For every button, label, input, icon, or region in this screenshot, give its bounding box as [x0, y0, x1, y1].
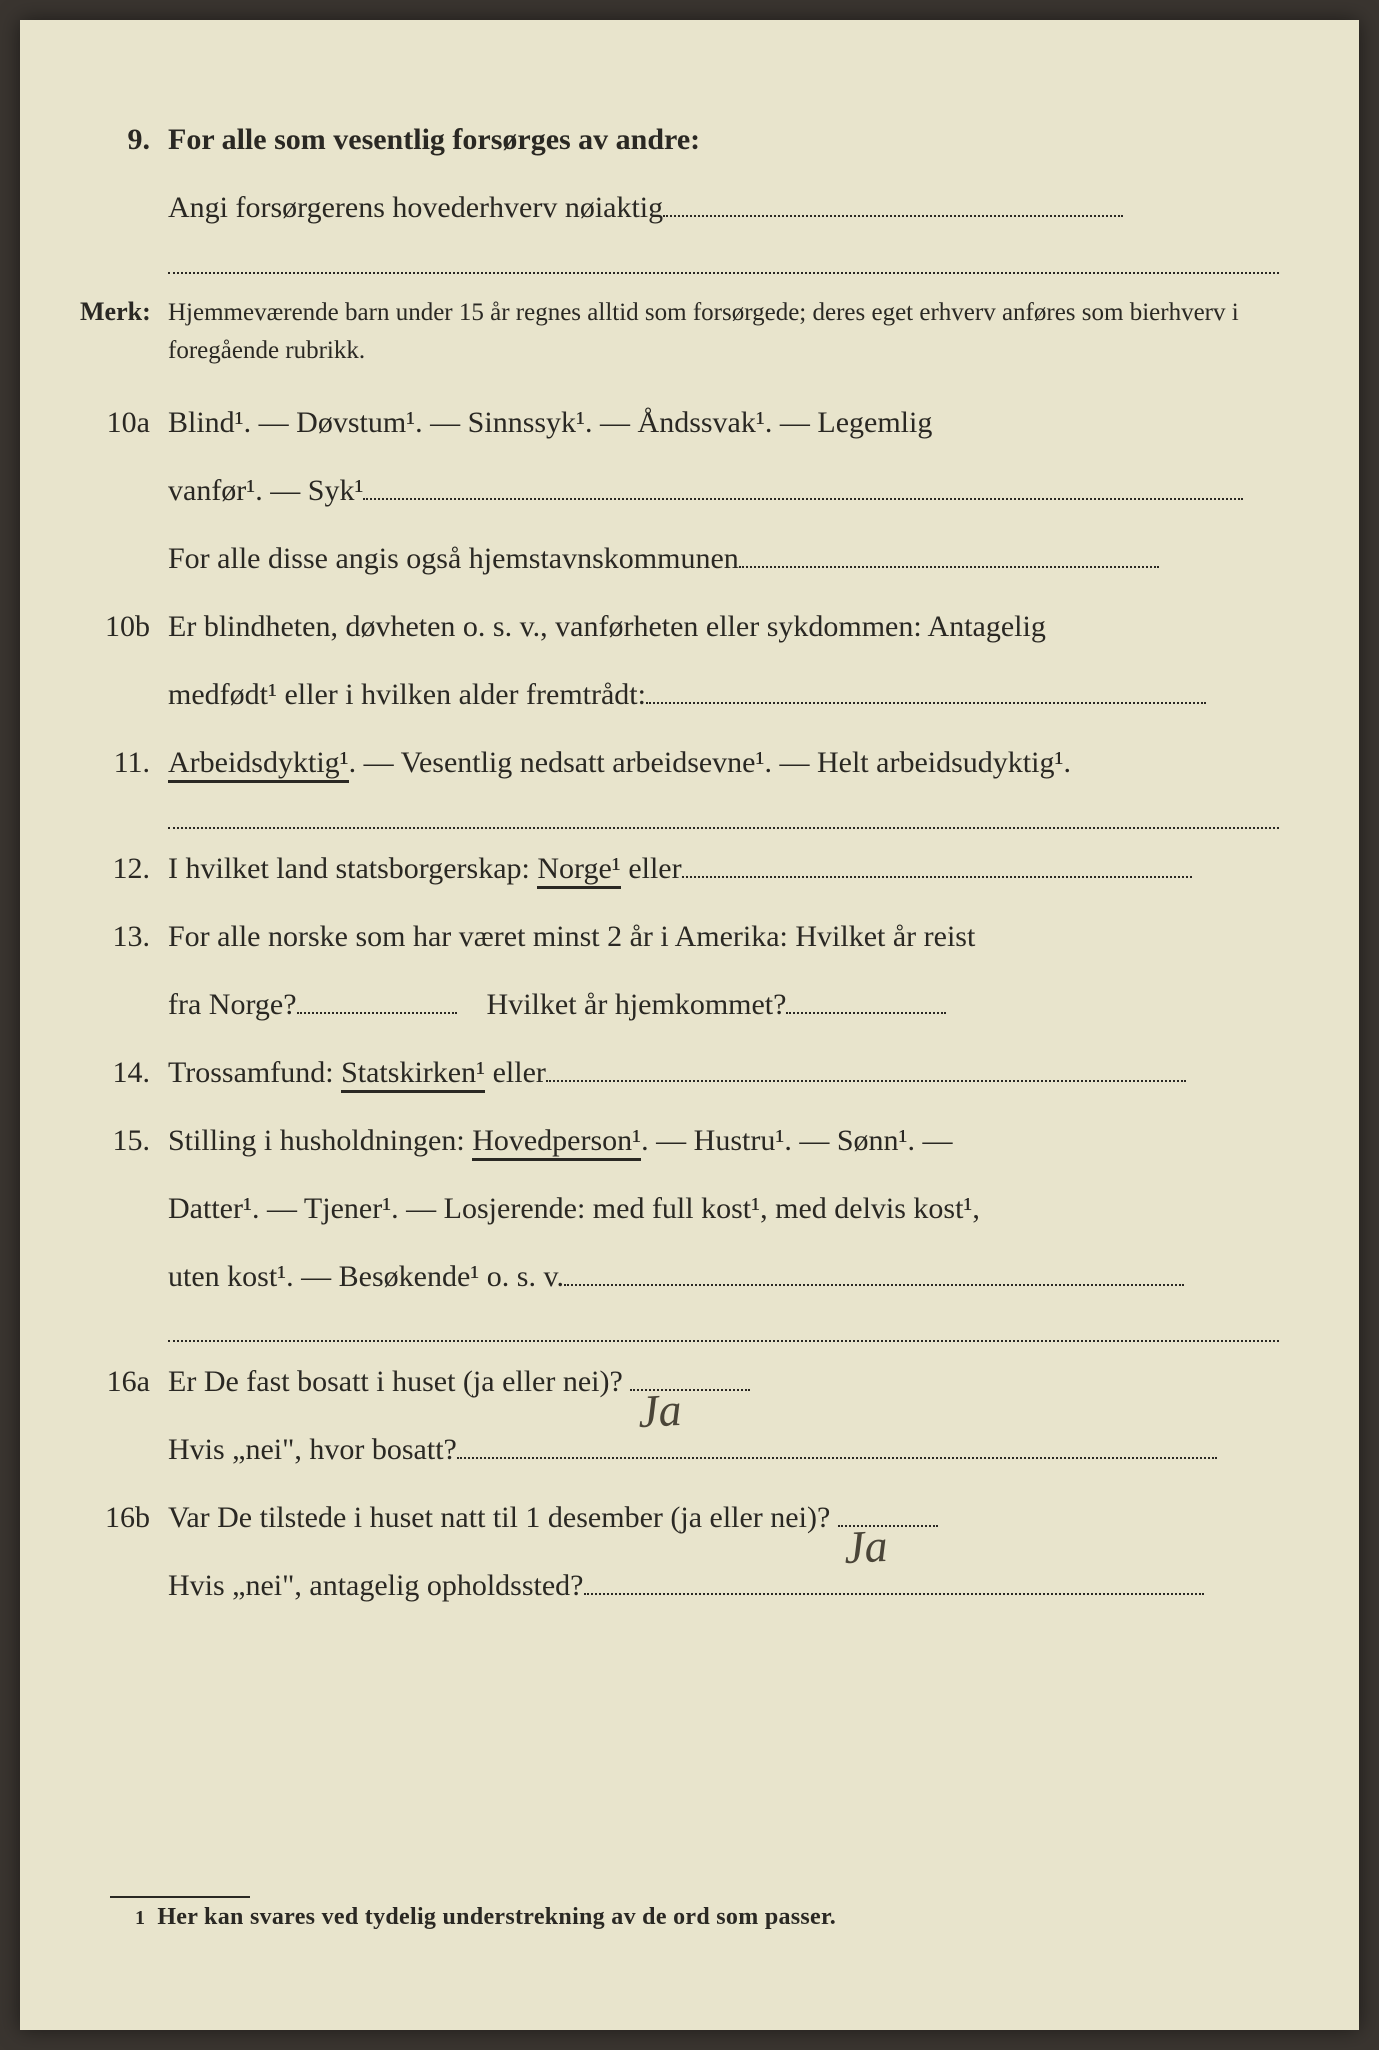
question-12: 12. I hvilket land statsborgerskap: Norg…: [80, 839, 1279, 899]
q13-line2a: fra Norge?: [168, 988, 297, 1021]
q13-blank1: [297, 1012, 457, 1014]
q10b-line1: Er blindheten, døvheten o. s. v., vanfør…: [168, 597, 1279, 657]
q13-blank2: [786, 1012, 946, 1014]
question-10a-line3: For alle disse angis også hjemstavnskomm…: [80, 529, 1279, 589]
q10a-blank2: [739, 566, 1159, 568]
question-10b-line2: medfødt¹ eller i hvilken alder fremtrådt…: [80, 665, 1279, 725]
q9-line1: For alle som vesentlig forsørges av andr…: [168, 110, 1279, 170]
question-15-line2: Datter¹. — Tjener¹. — Losjerende: med fu…: [80, 1179, 1279, 1239]
q15-underlined: Hovedperson¹: [472, 1124, 641, 1161]
merk-note: Merk: Hjemmeværende barn under 15 år reg…: [80, 294, 1279, 372]
q13-number: 13.: [80, 908, 168, 965]
q14-underlined: Statskirken¹: [341, 1056, 485, 1093]
q10a-line1: Blind¹. — Døvstum¹. — Sinnssyk¹. — Åndss…: [168, 393, 1279, 453]
census-form-page: 9. For alle som vesentlig forsørges av a…: [20, 20, 1359, 2030]
q16a-number: 16a: [80, 1353, 168, 1410]
q13-line2b: Hvilket år hjemkommet?: [487, 988, 787, 1021]
q10b-number: 10b: [80, 598, 168, 655]
q9-line2-text: Angi forsørgerens hovederhverv nøiaktig: [168, 191, 663, 224]
q14-blank: [546, 1080, 1186, 1082]
q10a-line3-text: For alle disse angis også hjemstavnskomm…: [168, 542, 739, 575]
q16b-handwritten-answer: Ja: [841, 1500, 889, 1594]
question-10a-line2: vanfør¹. — Syk¹: [80, 461, 1279, 521]
q12-blank: [682, 876, 1192, 878]
question-15: 15. Stilling i husholdningen: Hovedperso…: [80, 1111, 1279, 1171]
q11-rest: . — Vesentlig nedsatt arbeidsevne¹. — He…: [349, 746, 1071, 779]
q15-line1b: . — Hustru¹. — Sønn¹. —: [641, 1124, 952, 1157]
q16b-text: Var De tilstede i huset natt til 1 desem…: [168, 1501, 830, 1534]
q16a-line2-text: Hvis „nei", hvor bosatt?: [168, 1433, 457, 1466]
q9-number: 9.: [80, 111, 168, 168]
question-14: 14. Trossamfund: Statskirken¹ eller: [80, 1043, 1279, 1103]
q12-underlined: Norge¹: [537, 852, 620, 889]
footnote-rule: [110, 1896, 250, 1898]
q9-blank-full: [168, 246, 1279, 274]
q14-text-b: eller: [485, 1056, 546, 1089]
question-9-line2: Angi forsørgerens hovederhverv nøiaktig: [80, 178, 1279, 238]
q16b-blank2: [584, 1593, 1204, 1595]
q14-number: 14.: [80, 1044, 168, 1101]
q10a-line2-text: vanfør¹. — Syk¹: [168, 474, 363, 507]
merk-label: Merk:: [80, 297, 168, 327]
question-13-line2: fra Norge? Hvilket år hjemkommet?: [80, 975, 1279, 1035]
q15-line3-text: uten kost¹. — Besøkende¹ o. s. v.: [168, 1260, 564, 1293]
q14-text-a: Trossamfund:: [168, 1056, 341, 1089]
question-13: 13. For alle norske som har været minst …: [80, 907, 1279, 967]
q16b-number: 16b: [80, 1489, 168, 1546]
q15-line1a: Stilling i husholdningen:: [168, 1124, 472, 1157]
q11-blank-full: [168, 801, 1279, 829]
q12-text-a: I hvilket land statsborgerskap:: [168, 852, 537, 885]
q11-underlined: Arbeidsdyktig¹: [168, 746, 349, 783]
q15-blank-full: [168, 1315, 1279, 1343]
q16a-answer-blank: Ja: [630, 1389, 750, 1391]
question-16b-line2: Hvis „nei", antagelig opholdssted?: [80, 1556, 1279, 1616]
q9-blank: [663, 215, 1123, 217]
q16b-answer-blank: Ja: [838, 1525, 938, 1527]
question-15-line3: uten kost¹. — Besøkende¹ o. s. v.: [80, 1247, 1279, 1307]
q16b-line2-text: Hvis „nei", antagelig opholdssted?: [168, 1569, 584, 1602]
q10b-line2-text: medfødt¹ eller i hvilken alder fremtrådt…: [168, 678, 646, 711]
q15-blank: [564, 1284, 1184, 1286]
q10b-blank: [646, 702, 1206, 704]
question-10a: 10a Blind¹. — Døvstum¹. — Sinnssyk¹. — Å…: [80, 393, 1279, 453]
q16a-blank2: [457, 1457, 1217, 1459]
q10a-blank1: [363, 498, 1243, 500]
question-16b: 16b Var De tilstede i huset natt til 1 d…: [80, 1488, 1279, 1548]
footnote-number: 1: [135, 1907, 145, 1929]
q16a-text: Er De fast bosatt i huset (ja eller nei)…: [168, 1365, 630, 1398]
footnote-text: Her kan svares ved tydelig understreknin…: [157, 1904, 836, 1930]
merk-text: Hjemmeværende barn under 15 år regnes al…: [168, 294, 1279, 372]
q16a-handwritten-answer: Ja: [636, 1364, 684, 1458]
q15-line2: Datter¹. — Tjener¹. — Losjerende: med fu…: [168, 1179, 1279, 1239]
q13-line1: For alle norske som har været minst 2 år…: [168, 907, 1279, 967]
q10a-number: 10a: [80, 394, 168, 451]
q11-number: 11.: [80, 734, 168, 791]
question-9: 9. For alle som vesentlig forsørges av a…: [80, 110, 1279, 170]
q12-text-b: eller: [621, 852, 682, 885]
question-16a: 16a Er De fast bosatt i huset (ja eller …: [80, 1352, 1279, 1412]
question-11: 11. Arbeidsdyktig¹. — Vesentlig nedsatt …: [80, 733, 1279, 793]
footnote: 1 Her kan svares ved tydelig understrekni…: [135, 1904, 1279, 1931]
q12-number: 12.: [80, 840, 168, 897]
question-10b: 10b Er blindheten, døvheten o. s. v., va…: [80, 597, 1279, 657]
q15-number: 15.: [80, 1112, 168, 1169]
